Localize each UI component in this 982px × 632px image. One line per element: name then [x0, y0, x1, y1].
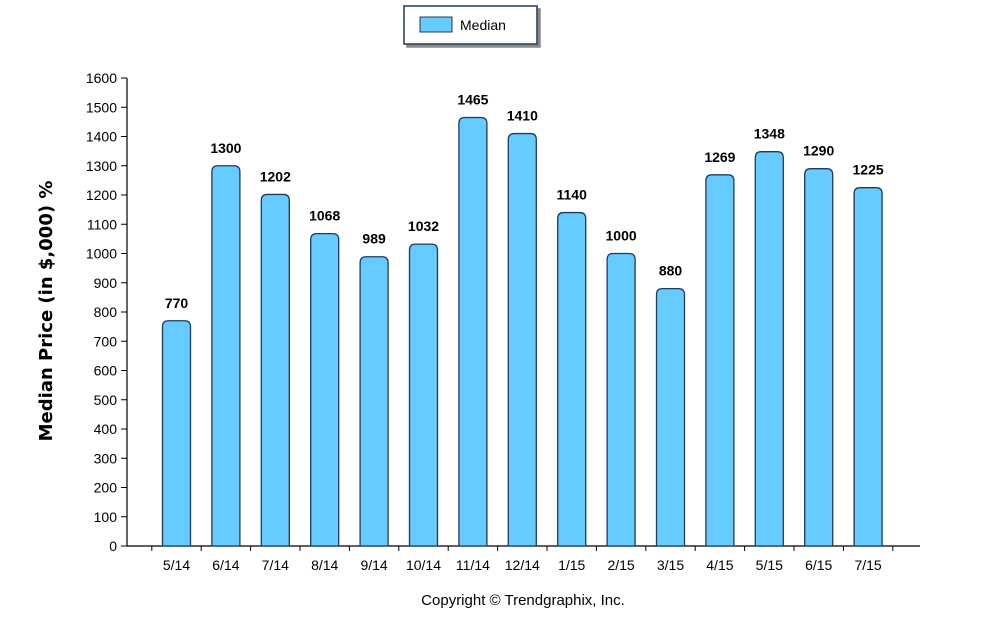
y-tick-label: 1100 [87, 216, 117, 232]
x-tick-label: 6/15 [805, 557, 832, 573]
data-label: 1410 [507, 108, 538, 124]
y-tick-label: 700 [94, 333, 118, 349]
bar [606, 252, 636, 547]
data-label: 1269 [704, 149, 735, 165]
y-tick-label: 400 [94, 421, 118, 437]
x-tick-label: 5/15 [756, 557, 783, 573]
copyright-text: Copyright © Trendgraphix, Inc. [421, 592, 625, 609]
data-label: 1202 [260, 168, 291, 184]
bar [310, 232, 340, 547]
y-axis-title: Median Price (in $,000) % [36, 181, 57, 442]
y-tick-label: 1600 [86, 70, 117, 86]
bar [359, 256, 389, 547]
y-ticks: 0 100 200 300 400 500 600 700 800 900 1000 1100 1200… [86, 70, 127, 554]
data-label: 1465 [457, 91, 488, 107]
x-tick-label: 10/14 [406, 557, 441, 573]
x-tick-label: 12/14 [505, 557, 540, 573]
data-label: 1300 [210, 140, 241, 156]
y-tick-label: 200 [94, 480, 118, 496]
y-tick-label: 500 [94, 392, 118, 408]
bar [211, 165, 241, 547]
bar [557, 211, 587, 547]
y-tick-label: 300 [94, 450, 118, 466]
bar [458, 116, 488, 547]
y-tick-label: 1300 [86, 158, 117, 174]
x-tick-label: 1/15 [558, 557, 585, 573]
x-ticks: 5/14 6/14 7/14 8/14 9/14 10/14 11/14 12/14 1/15 2… [151, 546, 894, 573]
x-tick-label: 9/14 [360, 557, 387, 573]
data-label: 1000 [606, 228, 637, 244]
y-tick-label: 600 [94, 363, 118, 379]
x-tick-label: 3/15 [657, 557, 684, 573]
y-tick-label: 900 [94, 275, 118, 291]
data-label: 989 [362, 231, 386, 247]
bar [161, 320, 192, 547]
y-tick-label: 800 [94, 304, 118, 320]
legend-label: Median [460, 17, 506, 33]
bars: 770 1300 1202 1068 989 1032 1465 1410 1140 1000 88… [161, 91, 884, 547]
x-tick-label: 7/15 [854, 557, 881, 573]
data-label: 880 [659, 263, 683, 279]
data-label: 770 [165, 295, 189, 311]
y-tick-label: 1400 [86, 129, 117, 145]
x-tick-label: 4/15 [706, 557, 733, 573]
bar [260, 193, 290, 547]
x-tick-label: 6/14 [212, 557, 239, 573]
y-tick-label: 1000 [86, 246, 117, 262]
bar [408, 243, 439, 547]
bar [804, 168, 834, 547]
legend-swatch [419, 16, 453, 33]
x-tick-label: 2/15 [607, 557, 634, 573]
y-tick-label: 1500 [86, 99, 117, 115]
bar [705, 174, 735, 547]
y-tick-label: 0 [109, 538, 117, 554]
data-label: 1225 [853, 162, 884, 178]
x-tick-label: 5/14 [163, 557, 190, 573]
x-tick-label: 11/14 [456, 557, 490, 573]
bar [507, 132, 537, 547]
x-tick-label: 8/14 [311, 557, 338, 573]
y-tick-label: 100 [94, 509, 118, 525]
legend: Median [403, 5, 538, 45]
bar [754, 151, 784, 547]
data-label: 1068 [309, 208, 340, 224]
x-tick-label: 7/14 [262, 557, 289, 573]
data-label: 1348 [754, 126, 785, 142]
data-label: 1290 [803, 143, 834, 159]
y-tick-label: 1200 [86, 187, 117, 203]
data-label: 1140 [557, 187, 588, 203]
bar [655, 287, 686, 547]
data-label: 1032 [408, 218, 439, 234]
bar [853, 187, 883, 547]
